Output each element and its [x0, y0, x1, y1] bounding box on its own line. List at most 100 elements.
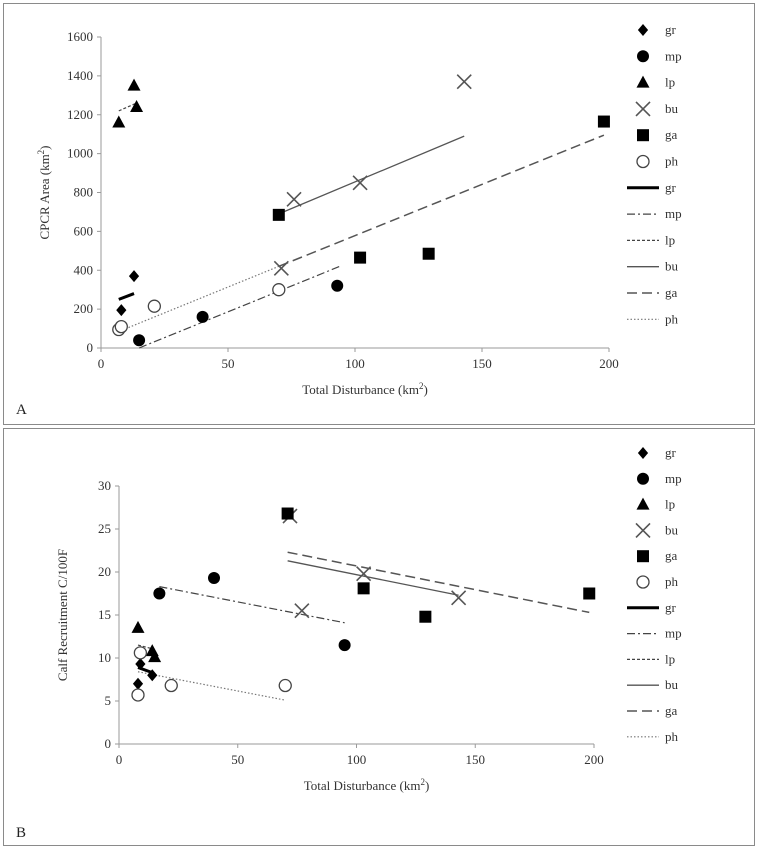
legend-label-ga: ga: [665, 127, 678, 142]
series-lp: [112, 78, 144, 128]
point-mp: [338, 639, 351, 652]
point-bu: [451, 590, 467, 606]
trendline-bu: [278, 135, 465, 215]
x-axis-label-text: Total Disturbance (km: [302, 382, 419, 397]
y-axis-label-text: CPCR Area (km: [37, 154, 52, 239]
legend-label-mp: mp: [665, 471, 682, 486]
trendline-mp: [159, 586, 345, 624]
y-tick-label: 5: [105, 693, 112, 708]
series-mp: [153, 572, 351, 652]
trendline-mp: [138, 265, 340, 349]
trendline-ph: [118, 265, 280, 333]
point-lp: [127, 78, 141, 91]
y-axis-label-close: ): [37, 145, 52, 149]
y-tick-label: 20: [98, 564, 111, 579]
x-tick-label: 150: [472, 356, 492, 371]
series-gr: [116, 270, 140, 317]
legend-marker-ga: [637, 129, 649, 142]
legend-marker-lp: [636, 497, 650, 510]
trendline-ga: [278, 134, 605, 268]
x-axis-label-exp: 2: [419, 381, 424, 391]
point-gr: [116, 304, 127, 317]
series-ph: [131, 646, 292, 702]
legend-marker-gr: [637, 24, 649, 36]
series-ph: [112, 283, 286, 337]
point-ga: [354, 251, 367, 264]
legend-marker-mp: [637, 50, 649, 63]
legend-label-gr: gr: [665, 22, 677, 37]
legend-marker-bu: [635, 101, 651, 117]
series-ga: [281, 507, 596, 623]
panel-label: A: [16, 402, 27, 418]
point-bu: [456, 74, 472, 90]
legend-label-ph: ph: [665, 154, 679, 169]
legend-line-label-lp: lp: [665, 232, 675, 247]
chart-b: 0 5 10 15 20 25 30 0 50 100 150 200 Total Disturbanc…: [16, 445, 682, 841]
point-bu: [294, 603, 310, 619]
legend-line-label-ga: ga: [665, 703, 678, 718]
series-lp: [131, 620, 162, 663]
legend-line-label-lp: lp: [665, 651, 675, 666]
point-gr: [132, 677, 144, 690]
point-bu: [352, 175, 368, 191]
legend-line-label-bu: bu: [665, 259, 679, 274]
point-ga: [422, 247, 435, 260]
legend-line-label-ga: ga: [665, 285, 678, 300]
x-tick-label: 0: [116, 752, 123, 767]
point-ph: [272, 283, 286, 297]
y-tick-label: 15: [98, 607, 111, 622]
point-lp: [131, 620, 145, 633]
x-axis-label: Total Disturbance (km2): [302, 381, 428, 397]
series-ga: [272, 115, 610, 264]
legend: gr mp lp bu ga ph gr mp lp bu ga ph: [627, 445, 682, 744]
trendline-gr: [118, 292, 135, 301]
legend: gr mp lp bu ga ph gr mp lp bu ga ph: [627, 22, 682, 326]
x-axis-label: Total Disturbance (km2): [304, 777, 430, 793]
y-tick-label: 0: [87, 340, 94, 355]
legend-line-label-mp: mp: [665, 206, 682, 221]
legend-label-bu: bu: [665, 101, 679, 116]
point-mp: [133, 334, 146, 347]
y-tick-label: 30: [98, 478, 111, 493]
legend-line-label-gr: gr: [665, 180, 677, 195]
y-tick-label: 200: [74, 301, 94, 316]
panel-label: B: [16, 825, 26, 841]
trendline-lp: [137, 644, 155, 650]
trendline-ph: [137, 671, 286, 701]
x-axis-label-close: ): [425, 778, 429, 793]
point-bu: [273, 260, 289, 276]
trendline-lp: [118, 102, 137, 112]
point-bu: [286, 191, 302, 207]
x-tick-label: 50: [222, 356, 235, 371]
point-ph: [164, 678, 178, 693]
legend-marker-gr: [637, 447, 649, 459]
series-bu: [282, 508, 467, 619]
legend-line-label-ph: ph: [665, 311, 679, 326]
trendline-ga: [287, 551, 590, 614]
trendline-bu: [287, 560, 459, 596]
x-axis-label-exp: 2: [420, 777, 425, 787]
point-ph: [133, 646, 148, 660]
x-tick-label: 200: [599, 356, 619, 371]
y-tick-label: 600: [74, 223, 94, 238]
legend-marker-mp: [637, 472, 649, 485]
legend-marker-ga: [637, 550, 649, 563]
legend-label-lp: lp: [665, 497, 675, 512]
x-tick-label: 100: [347, 752, 367, 767]
point-ph: [278, 678, 292, 693]
legend-marker-lp: [636, 75, 650, 88]
y-tick-label: 1600: [67, 29, 93, 44]
legend-marker-ph: [636, 154, 650, 169]
legend-label-lp: lp: [665, 75, 675, 90]
point-ga: [419, 610, 432, 623]
x-tick-label: 0: [98, 356, 105, 371]
x-tick-label: 200: [584, 752, 604, 767]
point-gr: [135, 658, 146, 671]
x-tick-label: 150: [466, 752, 486, 767]
point-lp: [112, 115, 126, 128]
panel-b: 0 5 10 15 20 25 30 0 50 100 150 200 Total Disturbanc…: [3, 428, 755, 846]
point-ph: [114, 319, 128, 334]
series-gr: [132, 658, 158, 690]
y-tick-label: 1200: [67, 107, 93, 122]
x-axis-label-text: Total Disturbance (km: [304, 778, 421, 793]
